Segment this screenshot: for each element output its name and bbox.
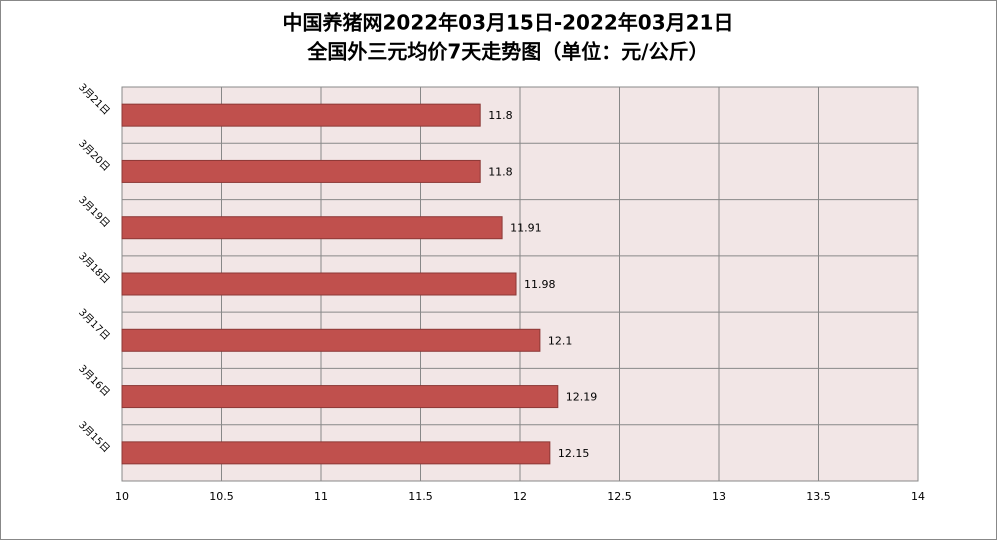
- x-tick-label: 13.5: [806, 490, 831, 503]
- bar: [121, 328, 541, 352]
- x-tick-label: 13: [712, 490, 726, 503]
- bar: [121, 441, 551, 465]
- data-label: 11.8: [488, 165, 513, 178]
- x-tick-label: 14: [911, 490, 925, 503]
- data-label: 12.19: [566, 391, 598, 404]
- data-label: 12.1: [548, 334, 573, 347]
- bar: [121, 385, 559, 409]
- data-label: 11.98: [524, 278, 556, 291]
- chart-title: 中国养猪网2022年03月15日-2022年03月21日: [283, 11, 734, 35]
- data-label: 12.15: [558, 447, 590, 460]
- x-tick-label: 11.5: [408, 490, 433, 503]
- x-tick-label: 10.5: [209, 490, 234, 503]
- bar: [121, 216, 503, 240]
- data-label: 11.91: [510, 222, 541, 235]
- bar: [121, 103, 481, 127]
- x-tick-label: 10: [115, 490, 129, 503]
- x-tick-label: 12: [513, 490, 527, 503]
- bar: [121, 159, 481, 183]
- chart-subtitle: 全国外三元均价7天走势图（单位：元/公斤）: [306, 40, 708, 64]
- x-tick-label: 11: [314, 490, 328, 503]
- x-tick-label: 12.5: [607, 490, 632, 503]
- data-label: 11.8: [488, 109, 513, 122]
- bar: [121, 272, 517, 296]
